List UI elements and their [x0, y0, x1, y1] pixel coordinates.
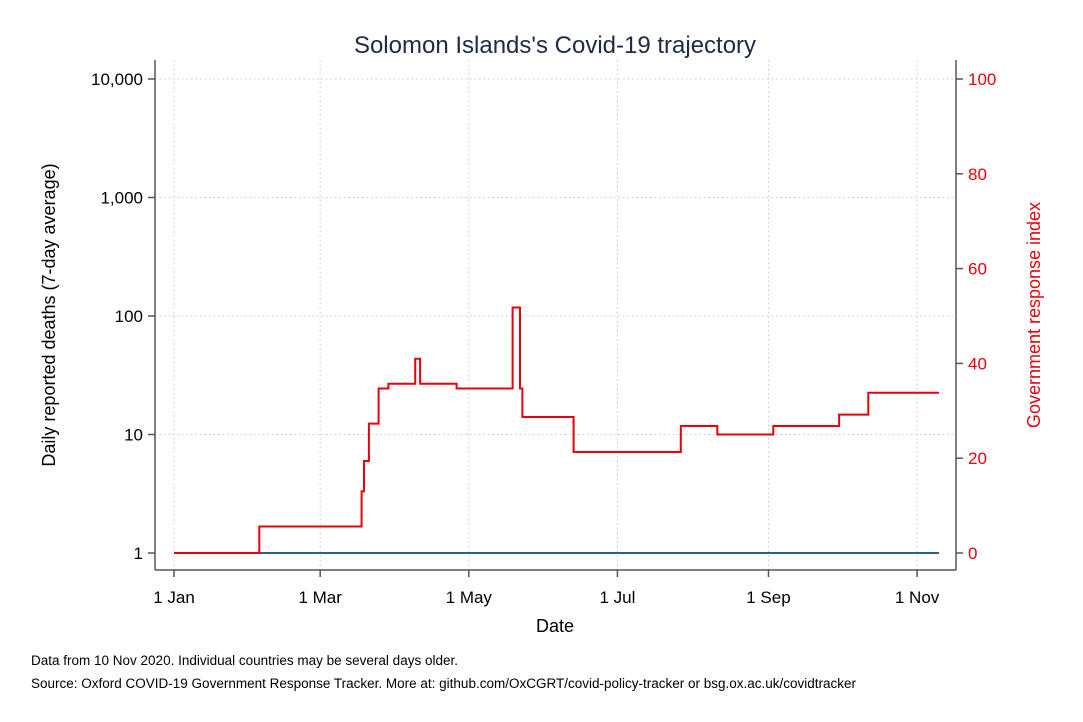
x-tick-label: 1 Jul: [599, 588, 635, 607]
right-tick-label: 100: [968, 70, 996, 89]
x-tick-label: 1 Nov: [895, 588, 940, 607]
right-tick-label: 80: [968, 165, 987, 184]
series-lines: [174, 306, 939, 554]
x-tick-label: 1 Mar: [298, 588, 342, 607]
right-tick-label: 60: [968, 260, 987, 279]
x-tick-label: 1 Jan: [153, 588, 195, 607]
tick-labels: 1 10 100 1,000 10,000 0 20 40 60 80 100 1 Jan 1 Mar 1…: [91, 70, 996, 607]
x-axis-title: Date: [536, 616, 574, 636]
x-tick-label: 1 Sep: [746, 588, 790, 607]
left-tick-label: 100: [115, 307, 143, 326]
x-tick-label: 1 May: [446, 588, 493, 607]
left-tick-label: 1,000: [100, 189, 143, 208]
source-note: Source: Oxford COVID-19 Government Respo…: [31, 676, 857, 691]
data-date-note: Data from 10 Nov 2020. Individual countr…: [31, 653, 458, 668]
left-tick-label: 10: [124, 426, 143, 445]
government-response-index-line: [174, 306, 939, 554]
covid-trajectory-chart: Solomon Islands's Covid-19 trajectory 11…: [39, 32, 1044, 636]
left-tick-label: 10,000: [91, 70, 143, 89]
left-axis-title: Daily reported deaths (7-day average): [39, 163, 59, 466]
axes: [148, 60, 963, 577]
right-tick-label: 40: [968, 354, 987, 373]
right-tick-label: 0: [968, 544, 977, 563]
right-tick-label: 20: [968, 449, 987, 468]
right-axis-title: Government response index: [1024, 202, 1044, 428]
gridlines: [155, 60, 956, 570]
chart-title: Solomon Islands's Covid-19 trajectory: [354, 32, 756, 59]
left-tick-label: 1: [134, 544, 143, 563]
